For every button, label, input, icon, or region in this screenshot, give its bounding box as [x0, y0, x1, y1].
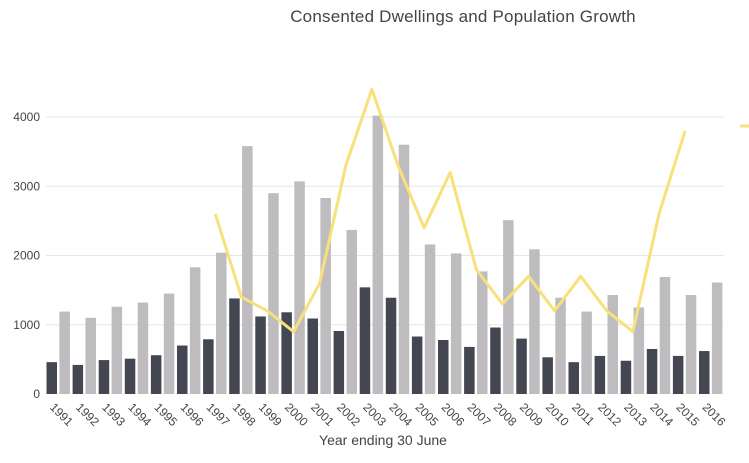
bar-light	[633, 307, 645, 394]
bar-light	[59, 311, 70, 394]
bar-dark	[699, 351, 710, 394]
bar-dark	[385, 297, 397, 394]
x-tick-label: 1998	[230, 400, 259, 429]
bar-light	[137, 302, 149, 394]
y-tick-label: 2000	[13, 249, 40, 263]
x-tick-label: 2012	[595, 400, 624, 429]
bar-light	[685, 294, 697, 394]
x-axis-label: Year ending 30 June	[319, 432, 447, 448]
y-tick-label: 4000	[13, 110, 40, 124]
y-tick-label: 0	[33, 387, 40, 401]
bar-light	[477, 271, 488, 394]
x-tick-label: 1995	[151, 400, 180, 429]
chart-title: Consented Dwellings and Population Growt…	[290, 7, 636, 26]
bar-dark	[229, 298, 240, 394]
bar-light	[294, 181, 305, 394]
bar-dark	[490, 327, 501, 394]
x-tick-label: 2004	[386, 400, 415, 429]
bar-dark	[307, 318, 318, 394]
bar-dark	[568, 362, 579, 394]
bar-dark	[203, 339, 214, 394]
bars	[46, 115, 723, 395]
bar-dark	[620, 360, 632, 394]
bar-dark	[46, 362, 57, 394]
bar-light	[607, 294, 618, 394]
gridlines	[46, 116, 724, 326]
bar-light	[85, 317, 96, 394]
bar-light	[581, 311, 592, 394]
x-tick-label: 2002	[334, 400, 363, 429]
bar-dark	[281, 312, 292, 394]
bar-dark	[646, 348, 658, 394]
x-tick-labels: 1991199219931994199519961997199819992000…	[47, 400, 729, 429]
x-tick-label: 2000	[282, 400, 311, 429]
x-tick-label: 1996	[178, 400, 207, 429]
x-tick-label: 2015	[673, 400, 702, 429]
bar-dark	[411, 336, 423, 394]
x-tick-label: 2014	[647, 400, 676, 429]
bar-light	[450, 253, 462, 394]
x-tick-label: 2011	[569, 400, 597, 428]
series-line	[213, 87, 687, 334]
bar-dark	[255, 316, 266, 394]
x-tick-label: 2016	[700, 400, 729, 429]
x-tick-label: 1994	[125, 400, 154, 429]
x-tick-label: 2005	[412, 400, 441, 429]
x-tick-label: 1999	[256, 400, 285, 429]
x-tick-label: 2013	[621, 400, 650, 429]
bar-light	[372, 115, 384, 395]
bar-dark	[464, 346, 475, 394]
bar-light	[268, 193, 279, 394]
bar-light	[163, 293, 175, 394]
x-tick-label: 1997	[204, 400, 233, 429]
bar-dark	[359, 287, 371, 394]
bar-light	[398, 144, 410, 394]
bar-dark	[124, 358, 136, 394]
bar-dark	[516, 338, 527, 394]
x-tick-label: 1992	[73, 400, 102, 429]
bar-dark	[438, 339, 449, 394]
bar-dark	[333, 330, 345, 394]
bar-dark	[594, 355, 606, 394]
bar-dark	[72, 364, 84, 394]
bar-dark	[98, 360, 110, 394]
bar-dark	[672, 355, 684, 394]
bar-dark	[177, 345, 188, 394]
bar-light	[555, 297, 566, 394]
x-tick-label: 2008	[491, 400, 520, 429]
x-tick-label: 1993	[99, 400, 128, 429]
bar-light	[189, 267, 201, 394]
bar-light	[346, 229, 357, 394]
x-tick-label: 2010	[543, 400, 572, 429]
x-tick-label: 2001	[308, 400, 337, 429]
x-tick-label: 1991	[47, 400, 76, 429]
x-tick-label: 2007	[465, 400, 494, 429]
bar-light	[424, 244, 436, 394]
bar-dark	[150, 355, 162, 394]
x-tick-label: 2009	[517, 400, 546, 429]
bar-dark	[542, 357, 553, 394]
bar-light	[503, 220, 514, 394]
x-tick-label: 2003	[360, 400, 389, 429]
bar-light	[111, 306, 123, 394]
bar-light	[529, 249, 540, 394]
y-tick-labels: 0 1000 2000 3000 4000	[13, 110, 40, 401]
bar-light	[320, 198, 331, 394]
y-tick-label: 1000	[13, 318, 40, 332]
bar-light	[711, 282, 723, 394]
x-tick-label: 2006	[439, 400, 468, 429]
growth-line	[213, 87, 687, 334]
bar-light	[659, 276, 671, 394]
bar-light	[242, 146, 253, 394]
y-tick-label: 3000	[13, 179, 40, 193]
bar-light	[216, 252, 227, 394]
